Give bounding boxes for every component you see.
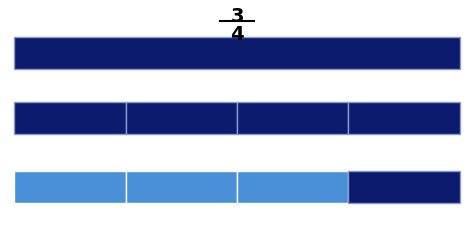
Bar bbox=[14, 171, 126, 203]
Bar bbox=[14, 37, 460, 69]
Bar bbox=[126, 102, 237, 134]
Text: 4: 4 bbox=[230, 25, 244, 44]
Bar bbox=[348, 102, 460, 134]
Bar bbox=[348, 171, 460, 203]
Bar bbox=[14, 102, 126, 134]
Bar bbox=[237, 102, 348, 134]
Bar bbox=[126, 171, 237, 203]
Text: 3: 3 bbox=[230, 7, 244, 27]
Bar bbox=[237, 171, 348, 203]
